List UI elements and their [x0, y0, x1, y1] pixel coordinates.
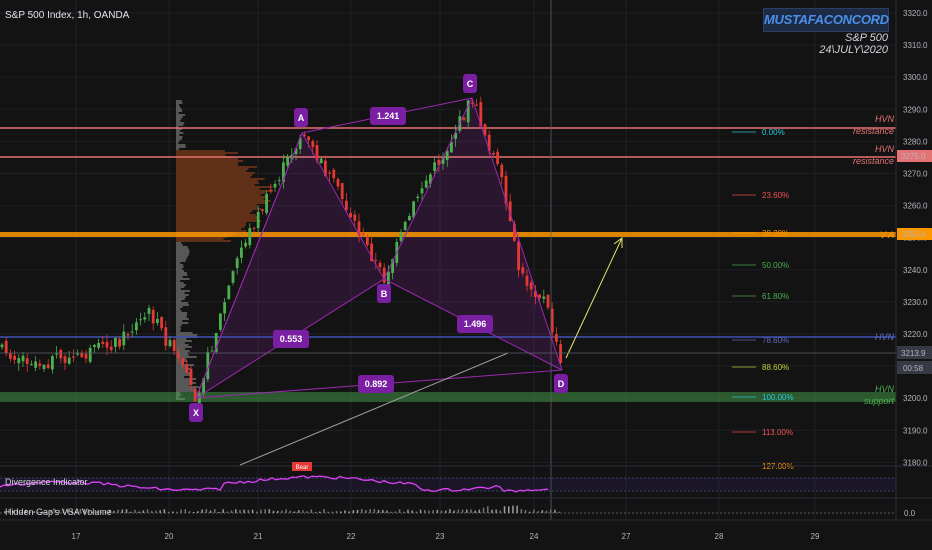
- chart-date: 24\JULY\2020: [819, 44, 888, 56]
- projection-arrow-head: [613, 237, 623, 248]
- level-annotation: resistance: [853, 156, 894, 166]
- chart-subtitle: S&P 500: [844, 32, 888, 44]
- price-tag-last: 3213.9: [897, 346, 932, 359]
- fib-level-label: 113.00%: [762, 428, 793, 437]
- ratio-label-xb[interactable]: 0.553: [273, 330, 309, 348]
- svg-text:X: X: [193, 408, 199, 418]
- price-tag-countdown: 00:58: [897, 361, 932, 374]
- level-annotation: HVN: [875, 332, 895, 342]
- price-tag-hvn: 3275.0: [897, 150, 932, 162]
- pattern-xab-fill: [196, 133, 384, 398]
- price-tick-label: 3280.0: [903, 137, 928, 146]
- price-tick-label: 3190.0: [903, 426, 928, 435]
- price-tick-label: 3320.0: [903, 9, 928, 18]
- projection-arrow-line: [565, 237, 623, 359]
- svg-text:D: D: [558, 379, 565, 389]
- divergence-pane-title[interactable]: Divergence Indicator: [5, 477, 88, 487]
- vsa-pane-title[interactable]: Hidden Gap's VSA Volume: [5, 507, 112, 517]
- divergence-bear-badge: Bear: [292, 462, 312, 471]
- svg-text:0.553: 0.553: [280, 334, 303, 344]
- grid: [0, 0, 896, 520]
- time-tick-label: 21: [254, 532, 263, 541]
- time-tick-label: 17: [72, 532, 81, 541]
- support-band: [0, 392, 896, 402]
- fib-level-label: 0.00%: [762, 128, 785, 137]
- fib-level-label: 78.60%: [762, 336, 789, 345]
- ratio-label-bd[interactable]: 1.496: [457, 315, 493, 333]
- svg-text:3213.9: 3213.9: [901, 349, 926, 358]
- time-tick-label: 22: [347, 532, 356, 541]
- fib-level-label: 23.60%: [762, 191, 789, 200]
- fib-level-label: 100.00%: [762, 393, 794, 402]
- point-a-label[interactable]: A: [294, 108, 308, 127]
- svg-text:B: B: [381, 289, 388, 299]
- level-annotation: support: [864, 396, 895, 406]
- svg-text:1.496: 1.496: [464, 319, 487, 329]
- level-annotation: HVN: [875, 384, 895, 394]
- price-tick-label: 3310.0: [903, 41, 928, 50]
- svg-text:A: A: [298, 113, 305, 123]
- level-annotation: resistance: [853, 126, 894, 136]
- time-tick-label: 27: [622, 532, 631, 541]
- level-annotation: V A: [880, 230, 894, 240]
- fib-level-label: 61.80%: [762, 292, 789, 301]
- level-annotation: HVN: [875, 114, 895, 124]
- time-tick-label: 24: [530, 532, 539, 541]
- svg-text:C: C: [467, 79, 474, 89]
- price-tick-label: 3290.0: [903, 105, 928, 114]
- time-tick-label: 23: [436, 532, 445, 541]
- price-tick-label: 3230.0: [903, 298, 928, 307]
- point-x-label[interactable]: X: [189, 403, 203, 422]
- vsa-axis-value: 0.0: [904, 509, 916, 518]
- price-tick-label: 3220.0: [903, 330, 928, 339]
- point-c-label[interactable]: C: [463, 74, 477, 93]
- pattern-ratio-labels: 1.241 0.553 1.496 0.892: [273, 107, 493, 393]
- svg-text:1.241: 1.241: [377, 111, 400, 121]
- price-tag-va: 3250.4: [897, 228, 932, 240]
- svg-text:3250.4: 3250.4: [901, 230, 926, 239]
- vsa-volume-bars: [4, 505, 560, 513]
- pattern-point-labels: X A B C D: [189, 74, 568, 422]
- point-d-label[interactable]: D: [554, 374, 568, 393]
- price-tick-label: 3240.0: [903, 266, 928, 275]
- svg-text:0.892: 0.892: [365, 379, 388, 389]
- trend-line-gray: [239, 352, 509, 466]
- time-tick-label: 28: [715, 532, 724, 541]
- divergence-line: [0, 475, 549, 493]
- symbol-title[interactable]: S&P 500 Index, 1h, OANDA: [5, 10, 130, 21]
- price-tick-label: 3180.0: [903, 458, 928, 467]
- level-annotations: HVN resistance HVN resistance V A HVN HVN suppo…: [853, 114, 895, 406]
- volume-profile: [176, 100, 274, 400]
- level-annotation: HVN: [875, 144, 895, 154]
- svg-text:00:58: 00:58: [903, 364, 924, 373]
- candlesticks: [0, 96, 562, 411]
- author-badge: MUSTAFACONCORD: [763, 8, 889, 32]
- point-b-label[interactable]: B: [377, 284, 391, 303]
- fib-level-label: 38.20%: [762, 229, 789, 238]
- time-tick-label: 20: [165, 532, 174, 541]
- price-tick-label: 3270.0: [903, 170, 928, 179]
- svg-text:3275.0: 3275.0: [901, 152, 926, 161]
- price-tick-label: 3300.0: [903, 73, 928, 82]
- ratio-label-xd[interactable]: 0.892: [358, 375, 394, 393]
- time-tick-label: 29: [811, 532, 820, 541]
- fib-level-label: 50.00%: [762, 261, 789, 270]
- price-tick-label: 3260.0: [903, 202, 928, 211]
- fib-level-label: 88.60%: [762, 363, 789, 372]
- time-axis[interactable]: 17 20 21 22 23 24 27 28 29: [72, 532, 820, 541]
- svg-text:Bear: Bear: [296, 465, 309, 471]
- divergence-band: [0, 478, 896, 491]
- price-tick-label: 3200.0: [903, 394, 928, 403]
- value-area-band: [0, 232, 896, 237]
- ratio-label-ac[interactable]: 1.241: [370, 107, 406, 125]
